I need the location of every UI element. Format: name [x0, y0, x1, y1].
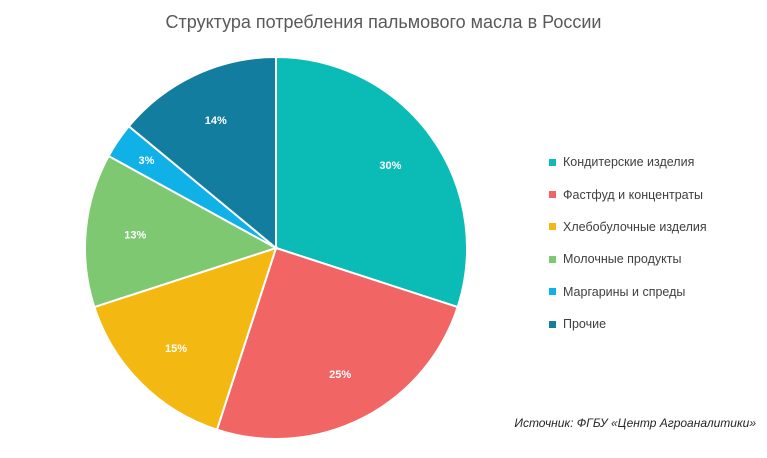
pie-slice — [215, 246, 459, 440]
pie-slice — [84, 154, 279, 309]
legend-label: Фастфуд и концентраты — [563, 187, 704, 202]
legend-label: Прочие — [563, 317, 607, 332]
legend-swatch — [549, 158, 556, 166]
data-label: 25% — [329, 369, 351, 381]
legend-item: Молочные продукты — [549, 243, 759, 275]
legend-label: Хлебобулочные изделия — [563, 219, 707, 234]
data-label: 30% — [379, 160, 401, 172]
legend-label: Молочные продукты — [563, 252, 682, 267]
legend-item: Прочие — [549, 308, 759, 340]
data-label: 14% — [205, 115, 227, 127]
data-label: 3% — [139, 155, 155, 167]
legend-item: Маргарины и спреды — [549, 276, 759, 308]
legend-swatch — [549, 223, 556, 231]
pie-slice — [275, 55, 468, 309]
source-note: Источник: ФГБУ «Центр Агроаналитики» — [514, 416, 756, 430]
legend: Кондитерские изделия Фастфуд и концентра… — [549, 146, 759, 340]
legend-label: Маргарины и спреды — [563, 284, 686, 299]
data-label: 15% — [165, 343, 187, 355]
legend-swatch — [549, 320, 556, 328]
data-label: 13% — [124, 230, 146, 242]
legend-item: Хлебобулочные изделия — [549, 211, 759, 243]
pie-slice — [93, 246, 278, 431]
legend-label: Кондитерские изделия — [563, 155, 695, 170]
legend-swatch — [549, 288, 556, 296]
legend-item: Фастфуд и концентраты — [549, 178, 759, 210]
chart-title: Структура потребления пальмового масла в… — [165, 12, 602, 32]
legend-item: Кондитерские изделия — [549, 146, 759, 178]
legend-swatch — [549, 191, 556, 199]
pie-slice — [127, 55, 277, 251]
legend-swatch — [549, 255, 556, 263]
